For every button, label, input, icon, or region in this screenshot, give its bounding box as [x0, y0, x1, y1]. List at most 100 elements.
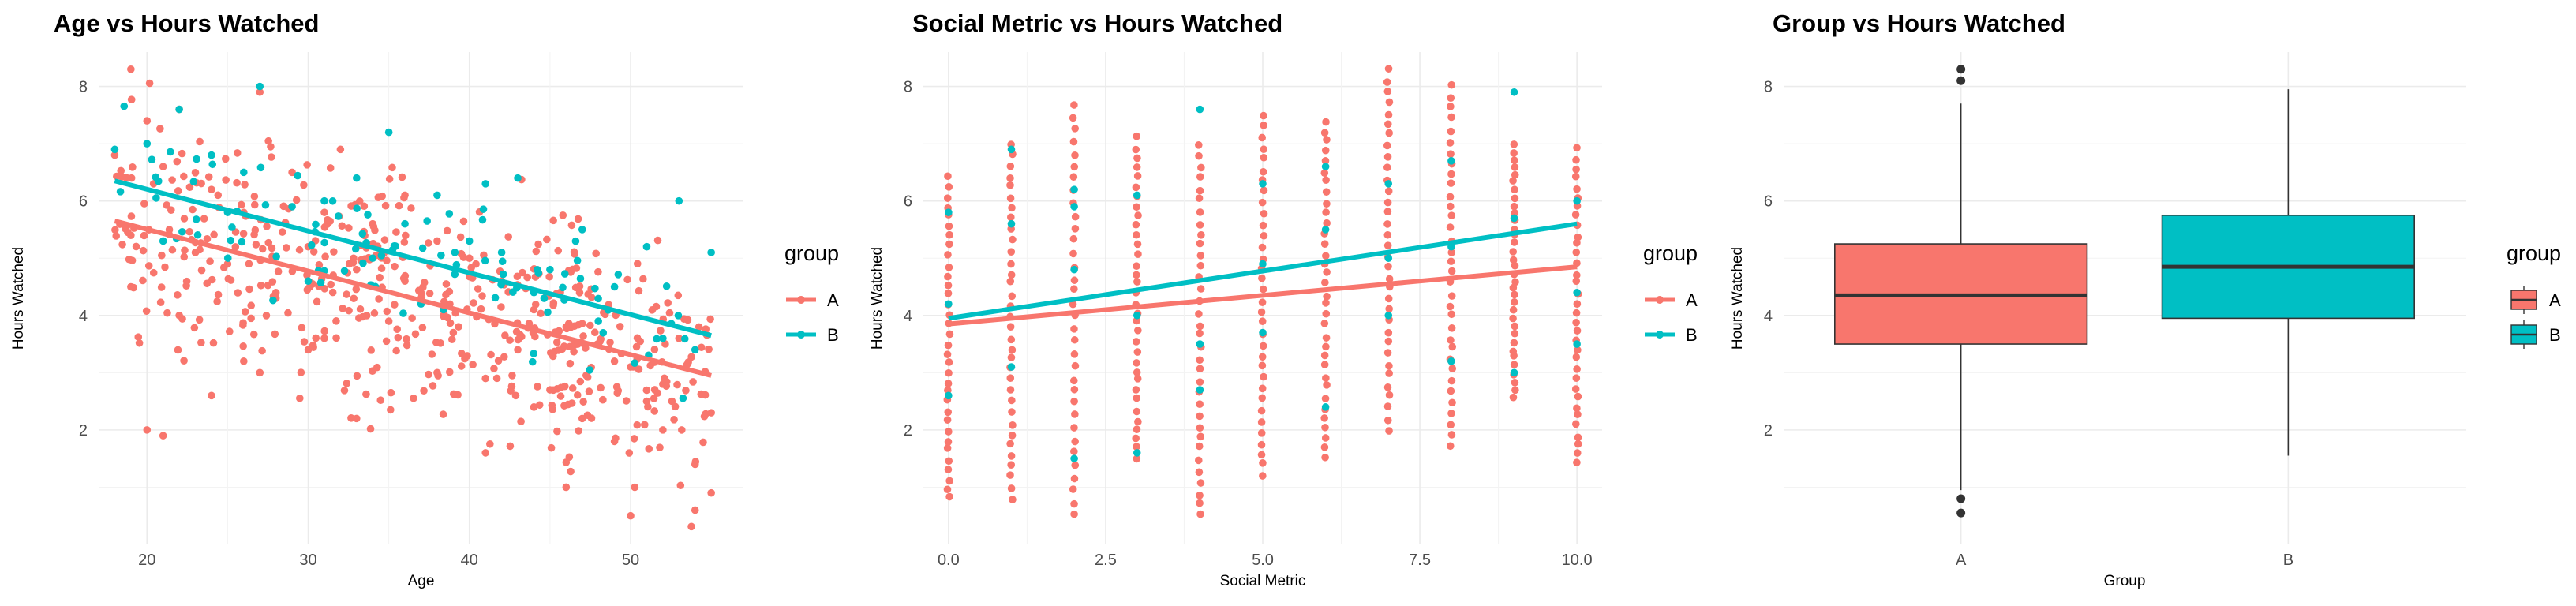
data-point-b [659, 334, 667, 342]
data-point-a [1195, 152, 1203, 160]
data-point-a [487, 350, 495, 359]
data-point-a [1007, 271, 1016, 279]
data-point-a [531, 301, 540, 309]
data-point-a [1196, 356, 1204, 365]
data-point-a [1510, 298, 1518, 306]
data-point-a [1320, 240, 1329, 248]
data-point-b [528, 357, 537, 366]
data-point-a [1071, 212, 1080, 221]
data-point-a [1132, 434, 1140, 443]
data-point-a [210, 230, 218, 239]
data-point-a [1195, 468, 1204, 477]
data-point-b [451, 249, 459, 256]
data-point-a [612, 434, 620, 443]
data-point-a [506, 442, 515, 451]
data-point-b [707, 249, 715, 256]
data-point-a [1573, 449, 1582, 457]
data-point-a [458, 350, 466, 357]
data-point-a [659, 426, 667, 434]
data-point-b [152, 194, 160, 202]
data-point-a [567, 467, 575, 476]
data-point-a [1384, 294, 1393, 303]
data-point-a [393, 325, 402, 334]
data-point-a [644, 402, 652, 411]
data-point-a [463, 352, 471, 360]
data-point-a [1196, 252, 1205, 260]
data-point-a [697, 343, 706, 352]
data-point-b [304, 277, 313, 286]
data-point-a [945, 457, 953, 466]
data-point-a [418, 324, 427, 331]
data-point-b [679, 394, 687, 402]
data-point-a [1511, 278, 1519, 286]
data-point-b [272, 252, 280, 260]
data-point-a [1383, 416, 1392, 425]
data-point-a [249, 330, 258, 339]
data-point-a [1258, 361, 1267, 370]
data-point-b [1133, 191, 1141, 200]
data-point-b [328, 196, 337, 205]
data-point-a [1447, 249, 1456, 256]
data-point-a [1007, 248, 1016, 256]
data-point-a [129, 283, 138, 292]
data-point-b [320, 196, 328, 205]
data-point-a [134, 333, 143, 341]
data-point-a [597, 383, 605, 392]
data-point-a [632, 342, 641, 351]
data-point-a [1574, 410, 1582, 418]
data-point-a [268, 278, 277, 286]
data-point-a [635, 365, 643, 373]
data-point-a [1446, 223, 1455, 231]
data-point-a [511, 391, 520, 400]
data-point-a [395, 201, 403, 210]
data-point-b [390, 241, 399, 250]
data-point-a [1572, 249, 1581, 256]
data-point-a [944, 172, 952, 181]
data-point-a [208, 391, 215, 400]
data-point-a [676, 481, 685, 490]
data-point-a [702, 325, 710, 333]
data-point-b [175, 105, 183, 114]
data-point-a [174, 346, 182, 354]
data-point-a [140, 231, 148, 240]
data-point-a [110, 151, 119, 159]
data-point-a [944, 466, 953, 473]
data-point-b [445, 210, 454, 218]
data-point-a [1446, 442, 1455, 451]
data-point-b [384, 128, 393, 137]
data-point-a [1258, 133, 1267, 142]
legend-title: group [2507, 241, 2561, 265]
data-point-a [240, 357, 248, 365]
x-tick-label: 20 [138, 552, 155, 569]
data-point-b [1133, 311, 1141, 320]
data-point-b [1196, 386, 1204, 394]
data-point-a [1509, 177, 1517, 185]
data-point-a [443, 226, 451, 235]
data-point-b [148, 155, 156, 163]
data-point-b [227, 236, 235, 245]
data-point-a [584, 290, 592, 298]
data-point-a [360, 202, 369, 211]
data-point-a [1006, 181, 1014, 189]
data-point-a [670, 416, 678, 424]
data-point-a [1446, 202, 1455, 211]
data-point-b [261, 200, 270, 209]
data-point-a [1071, 410, 1079, 418]
data-point-a [650, 407, 659, 415]
data-point-a [1323, 219, 1331, 227]
data-point-b [653, 335, 661, 343]
data-point-a [1383, 402, 1392, 410]
data-point-a [1383, 230, 1392, 239]
data-point-a [1573, 300, 1582, 309]
data-point-a [338, 222, 346, 230]
data-point-a [383, 307, 391, 316]
data-point-a [420, 387, 428, 395]
data-point-a [330, 248, 338, 256]
data-point-a [267, 153, 275, 161]
data-point-b [116, 188, 125, 196]
data-point-a [1069, 173, 1078, 181]
data-point-a [1511, 329, 1519, 338]
data-point-a [579, 398, 587, 406]
data-point-b [269, 296, 277, 305]
data-point-a [1196, 285, 1205, 293]
